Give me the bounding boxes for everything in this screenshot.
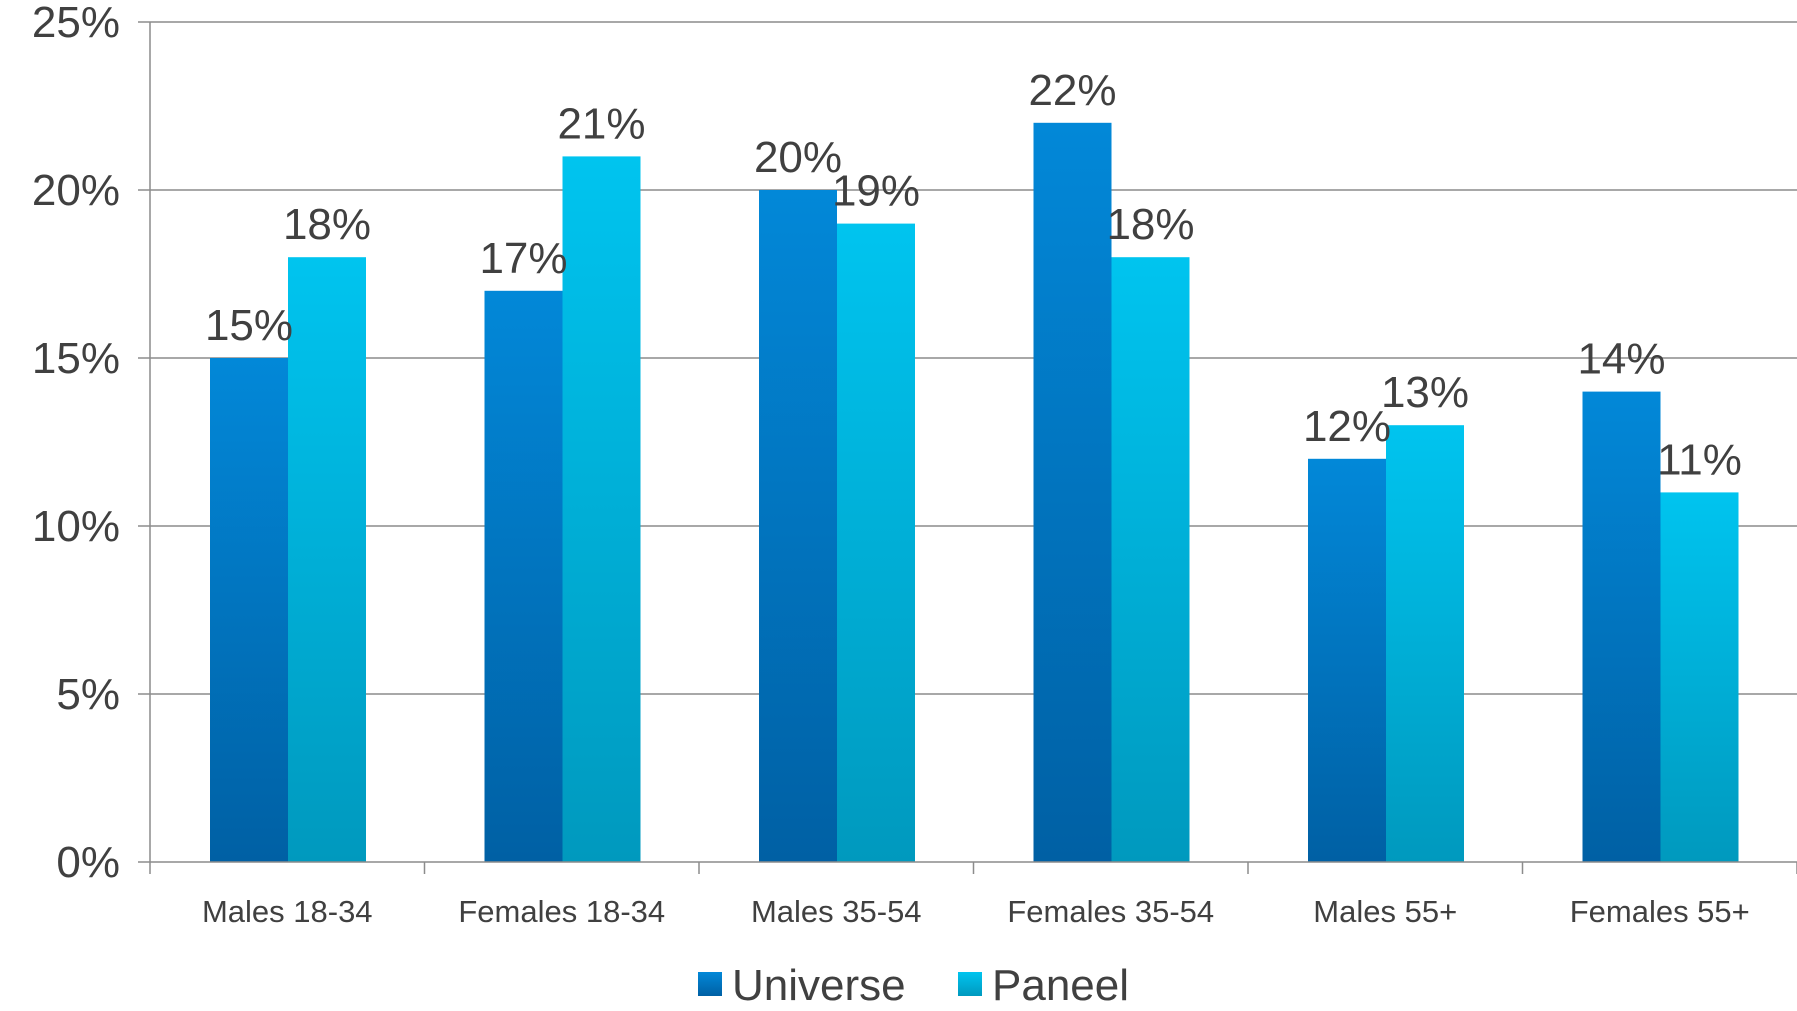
- y-tick-label: 25%: [32, 0, 120, 47]
- bar-paneel-2: [837, 223, 915, 863]
- bar-paneel-5: [1660, 492, 1739, 862]
- data-labels: 15% 17% 20% 22% 12% 14% 18% 21% 19% 18% 13% 11%: [205, 66, 1742, 485]
- bar-paneel-4: [1386, 425, 1464, 862]
- x-tick-label: Females 18-34: [458, 894, 665, 929]
- bar-universe-3: [1033, 122, 1112, 863]
- bars: [210, 122, 1739, 863]
- data-label: 20%: [754, 133, 842, 182]
- bar-universe-1: [484, 290, 563, 862]
- bar-universe-5: [1582, 391, 1661, 862]
- bar-paneel-0: [288, 257, 366, 862]
- data-label: 18%: [283, 200, 371, 249]
- data-label: 18%: [1106, 200, 1194, 249]
- data-label: 22%: [1028, 66, 1116, 115]
- gridlines: [150, 21, 1797, 695]
- bar-paneel-3: [1111, 257, 1190, 862]
- y-tick-label: 10%: [32, 502, 120, 551]
- axes: 0% 5% 10% 15% 20% 25% Males 18-34 Females 18-34…: [32, 0, 1797, 929]
- data-label: 14%: [1577, 335, 1665, 384]
- x-tick-label: Females 55+: [1570, 894, 1750, 929]
- y-tick-label: 0%: [56, 838, 120, 887]
- legend-label-universe: Universe: [732, 961, 906, 1010]
- data-label: 15%: [205, 301, 293, 350]
- legend-swatch-paneel: [958, 972, 982, 996]
- x-tick-label: Females 35-54: [1007, 894, 1214, 929]
- data-label: 17%: [479, 234, 567, 283]
- y-tick-label: 15%: [32, 334, 120, 383]
- y-tick-label: 5%: [56, 670, 120, 719]
- bar-universe-2: [759, 190, 837, 862]
- bar-universe-0: [210, 358, 288, 862]
- legend-swatch-universe: [698, 972, 722, 996]
- legend-label-paneel: Paneel: [992, 961, 1129, 1010]
- bar-paneel-1: [562, 156, 641, 862]
- legend: Universe Paneel: [698, 961, 1129, 1010]
- x-tick-label: Males 18-34: [202, 894, 373, 929]
- data-label: 19%: [832, 167, 920, 216]
- bar-universe-4: [1308, 458, 1386, 862]
- x-tick-label: Males 35-54: [751, 894, 922, 929]
- data-label: 11%: [1657, 435, 1742, 484]
- x-tick-label: Males 55+: [1313, 894, 1457, 929]
- data-label: 21%: [557, 99, 645, 148]
- y-tick-label: 20%: [32, 166, 120, 215]
- data-label: 13%: [1381, 368, 1469, 417]
- data-label: 12%: [1303, 402, 1391, 451]
